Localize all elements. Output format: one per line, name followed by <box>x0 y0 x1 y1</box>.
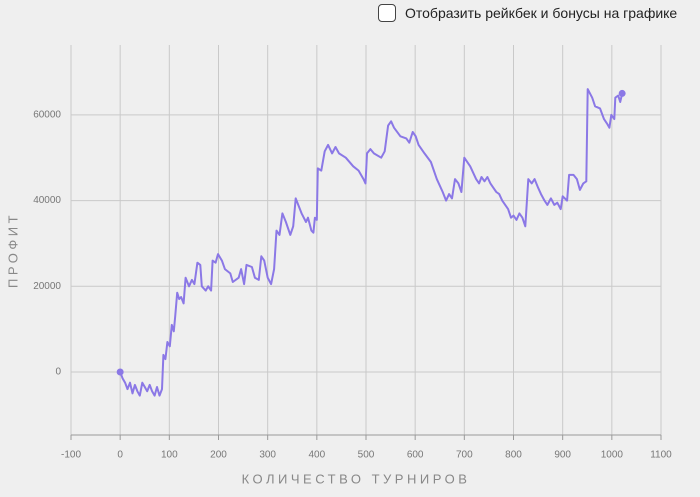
x-axis-title: КОЛИЧЕСТВО ТУРНИРОВ <box>242 471 471 486</box>
profit-line <box>119 88 624 397</box>
x-tick-label: 300 <box>259 450 276 461</box>
y-tick-label: 0 <box>55 367 61 378</box>
x-tick-label: 400 <box>308 450 325 461</box>
x-tick-label: 900 <box>554 450 571 461</box>
x-tick-label: 100 <box>161 450 178 461</box>
y-axis-title: ПРОФИТ <box>5 212 20 288</box>
y-tick-label: 40000 <box>33 195 61 206</box>
y-tick-label: 20000 <box>33 281 61 292</box>
checkbox[interactable] <box>378 4 396 22</box>
x-tick-label: 200 <box>210 450 227 461</box>
y-tick-label: 60000 <box>33 109 61 120</box>
x-tick-label: -100 <box>61 450 81 461</box>
x-tick-label: 0 <box>117 450 123 461</box>
x-tick-label: 500 <box>358 450 375 461</box>
x-tick-label: 1000 <box>601 450 624 461</box>
endpoint-marker <box>116 368 124 376</box>
endpoint-marker <box>618 89 626 97</box>
x-tick-label: 700 <box>456 450 473 461</box>
x-tick-label: 800 <box>505 450 522 461</box>
x-tick-label: 600 <box>407 450 424 461</box>
rakeback-toggle[interactable]: Отобразить рейкбек и бонусы на графике <box>378 4 677 22</box>
x-tick-label: 1100 <box>650 450 672 461</box>
checkbox-label: Отобразить рейкбек и бонусы на графике <box>405 5 678 21</box>
